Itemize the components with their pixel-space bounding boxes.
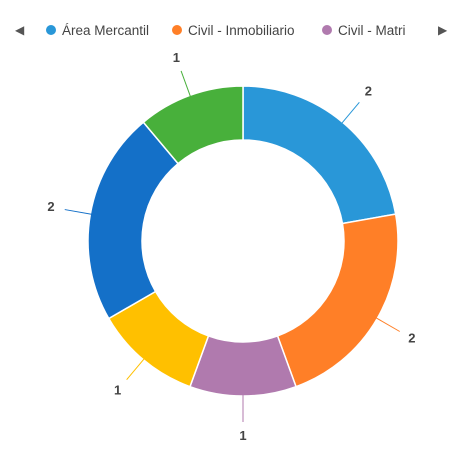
- data-label-2: 1: [239, 428, 246, 443]
- leader-line-5: [180, 70, 192, 100]
- leader-line-0: [339, 102, 360, 126]
- legend-swatch: [46, 25, 56, 35]
- data-label-0: 2: [365, 84, 372, 99]
- left-triangle-icon[interactable]: ◀: [15, 23, 25, 37]
- data-label-5: 1: [173, 50, 180, 65]
- donut-slice-5[interactable]: [142, 85, 244, 165]
- leader-line-1: [373, 316, 401, 332]
- legend-swatch: [172, 25, 182, 35]
- leader-line-3: [126, 356, 147, 380]
- data-label-3: 1: [114, 382, 121, 397]
- legend-label: Área Mercantil: [62, 22, 150, 38]
- leader-line-4: [64, 209, 95, 216]
- legend-label: Civil - Inmobiliario: [188, 22, 295, 38]
- donut-slice-0[interactable]: [242, 85, 397, 225]
- right-triangle-icon[interactable]: ▶: [438, 23, 448, 37]
- legend-item-area-mercantil[interactable]: Área Mercantil: [46, 18, 149, 42]
- data-label-4: 2: [47, 199, 54, 214]
- data-label-1: 2: [408, 331, 415, 346]
- legend-swatch: [322, 25, 332, 35]
- chart-legend: ◀ Área Mercantil Civil - Inmobiliario Ci…: [0, 18, 471, 42]
- legend-item-civil-matri[interactable]: Civil - Matri: [322, 18, 406, 42]
- donut-slice-4[interactable]: [87, 121, 180, 320]
- donut-slice-1[interactable]: [276, 213, 399, 388]
- legend-item-civil-inmobiliario[interactable]: Civil - Inmobiliario: [172, 18, 295, 42]
- legend-label: Civil - Matri: [338, 22, 406, 38]
